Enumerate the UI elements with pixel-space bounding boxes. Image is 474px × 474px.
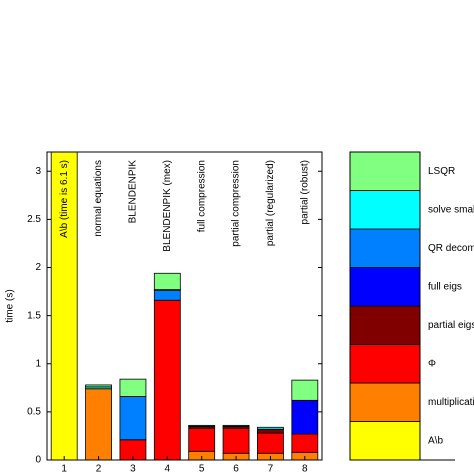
x-tick-label: 7 <box>268 464 274 474</box>
legend-swatch <box>349 305 421 345</box>
bar-annotation: partial compression <box>231 160 242 247</box>
bar-annotation: BLENDENPIK <box>128 160 139 224</box>
legend-label: multiplication <box>428 397 474 408</box>
bar-segment <box>119 396 147 441</box>
bar-segment <box>153 272 181 291</box>
bar-segment <box>257 432 284 454</box>
y-tick-label: 1 <box>35 358 41 369</box>
bar-annotation: A\b (time is 6.1 s) <box>59 160 70 238</box>
legend-label: solve small sys <box>428 204 474 215</box>
legend-label: Φ <box>428 358 436 369</box>
plot-frame <box>46 151 323 461</box>
bar-segment <box>153 299 181 460</box>
bar-segment <box>85 388 112 460</box>
x-tick-label: 2 <box>96 464 102 474</box>
y-tick-label: 2 <box>35 262 41 273</box>
bar-annotation: full compression <box>196 160 207 232</box>
legend-label: full eigs <box>428 281 462 292</box>
bar-segment <box>291 379 319 401</box>
bar-segment <box>119 378 147 397</box>
y-tick-label: 3 <box>35 166 41 177</box>
x-tick-label: 1 <box>61 464 67 474</box>
legend-swatch <box>349 228 421 268</box>
legend-swatch <box>349 190 421 230</box>
bar-segment <box>222 427 250 454</box>
bars <box>50 152 319 460</box>
bar-segment <box>291 399 319 435</box>
y-tick-label: 0.5 <box>27 407 41 418</box>
bar-segment <box>188 424 216 427</box>
x-tick-label: 6 <box>233 464 239 474</box>
legend-swatch <box>349 421 421 461</box>
bar-annotation: normal equations <box>93 160 104 237</box>
bar-segment <box>153 290 181 301</box>
legend-swatch <box>349 344 421 384</box>
x-tick-label: 8 <box>302 464 308 474</box>
legend-label: QR decomp. <box>428 243 474 254</box>
bar-segment <box>222 424 250 427</box>
bar-annotation: partial (regularized) <box>265 160 276 246</box>
bar-annotation: BLENDENPIK (mex) <box>162 160 173 252</box>
legend-frame <box>349 151 421 461</box>
bar-segment <box>85 384 112 388</box>
bar-segment <box>188 427 216 452</box>
bar-segment <box>257 428 284 434</box>
y-tick-label: 1.5 <box>27 310 41 321</box>
legend-label: A\b <box>428 435 443 446</box>
legend-label: partial eigs <box>428 320 474 331</box>
bar-segment <box>50 152 78 460</box>
legend-swatch <box>349 151 421 191</box>
bar-annotation: partial (robust) <box>299 160 310 224</box>
y-axis-label: time (s) <box>5 289 16 322</box>
y-tick-label: 0 <box>35 455 41 466</box>
x-tick-label: 3 <box>130 464 136 474</box>
legend-swatch <box>349 267 421 307</box>
bar-segment <box>291 433 319 453</box>
x-tick-label: 5 <box>199 464 205 474</box>
y-tick-label: 2.5 <box>27 214 41 225</box>
x-tick-label: 4 <box>165 464 171 474</box>
legend-swatch <box>349 382 421 422</box>
legend-label: LSQR <box>428 166 455 177</box>
bar-segment <box>257 426 284 430</box>
